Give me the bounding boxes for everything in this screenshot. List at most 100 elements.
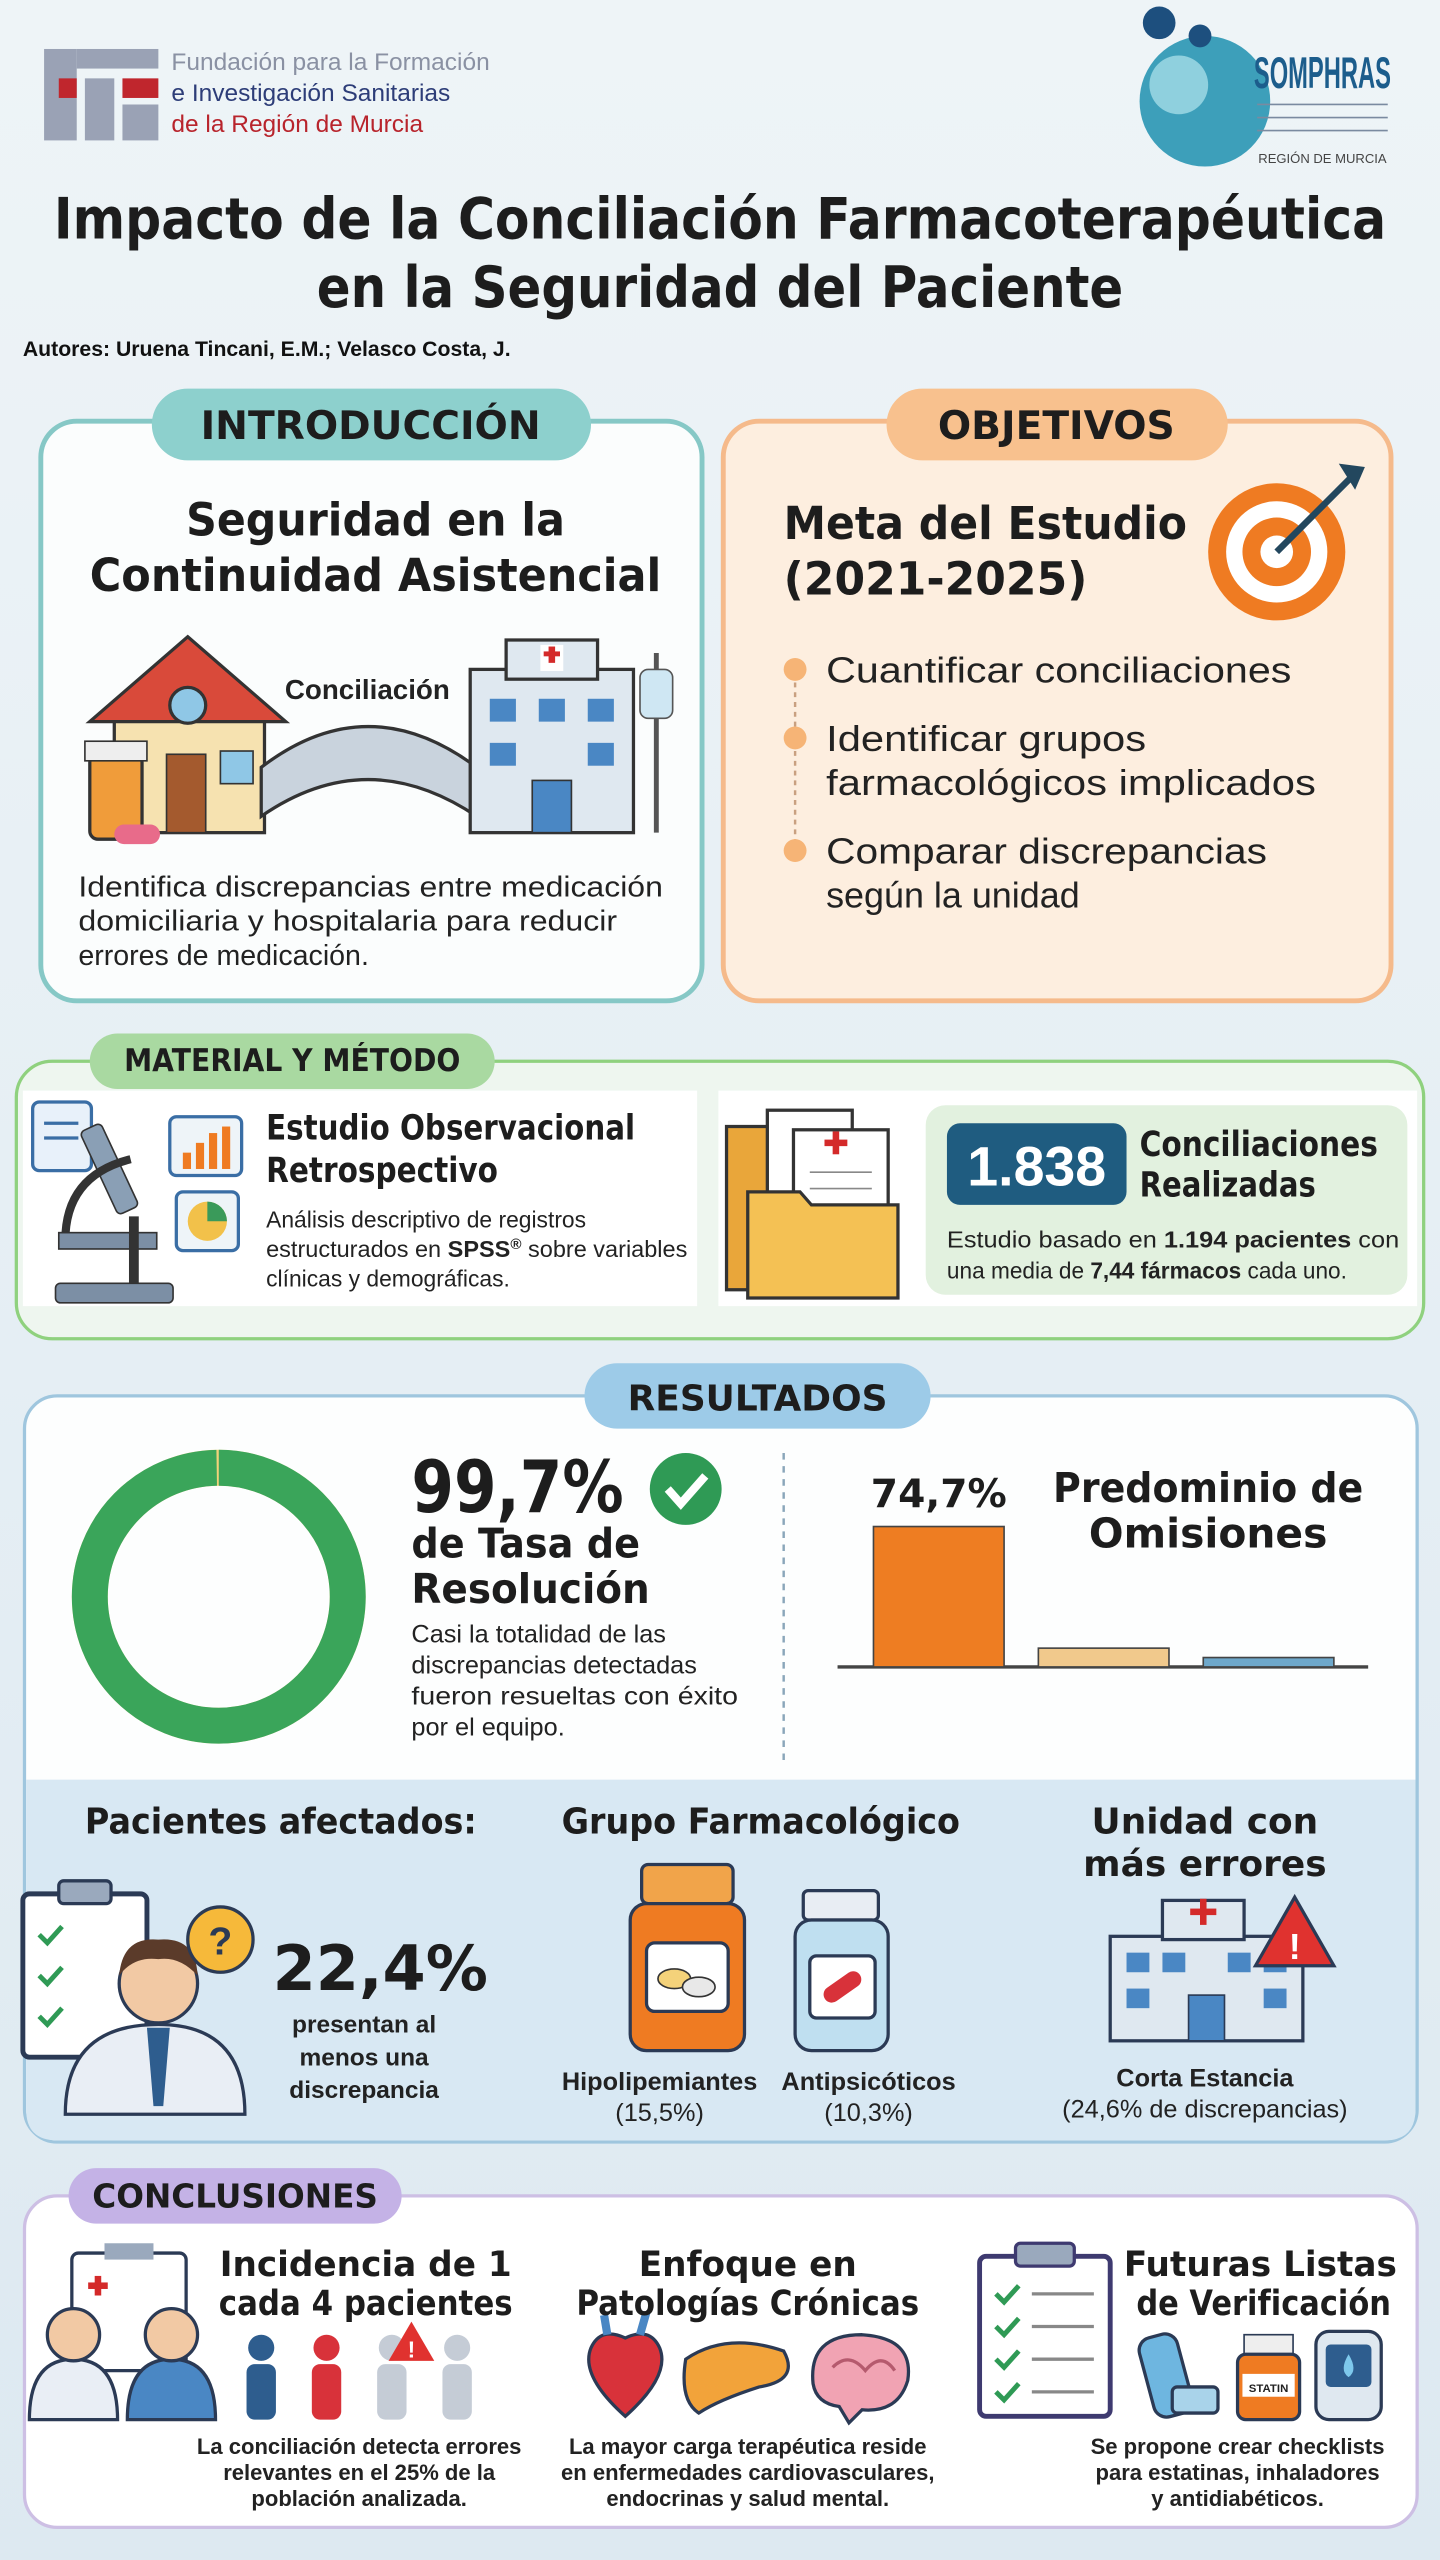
doctor-icon-part xyxy=(119,1939,198,1976)
objective-item: Identificar grupos xyxy=(826,718,1146,759)
checklist-icon: STATIN xyxy=(977,2241,1383,2422)
people-icon-part xyxy=(143,2306,200,2363)
checklist-icon-part xyxy=(1170,2385,1220,2415)
total-heading: Conciliaciones xyxy=(1140,1125,1378,1165)
society-logo: SOMPHRAS REGIÓN DE MURCIA xyxy=(1139,6,1391,167)
resolution-value: 99,7% xyxy=(411,1445,623,1529)
microscope-icon-part xyxy=(57,1231,158,1250)
card-heading: Meta del Estudio xyxy=(784,497,1187,550)
section-label: INTRODUCCIÓN xyxy=(201,402,541,449)
organs-icon xyxy=(587,2310,911,2426)
continuity-illustration: Conciliación xyxy=(84,634,674,845)
results-section: RESULTADOS 99,7% de Tasa de Resolución C… xyxy=(20,1363,1419,2144)
card-heading: (2021-2025) xyxy=(784,552,1088,605)
people-icon-part xyxy=(94,2275,102,2296)
continuity-illustration-part xyxy=(639,668,674,720)
omissions-heading: Omisiones xyxy=(1089,1510,1327,1558)
people-icon-part xyxy=(45,2306,102,2363)
people-icon-part xyxy=(444,2334,471,2361)
section-label: CONCLUSIONES xyxy=(92,2177,378,2215)
continuity-illustration-part xyxy=(219,750,254,785)
folders-icon-part xyxy=(832,1131,840,1155)
org-logo-part xyxy=(58,78,77,98)
conclusion-text: La mayor carga terapéutica reside xyxy=(569,2434,927,2459)
bottle-icons-part xyxy=(801,1888,880,1922)
total-note: una media de 7,44 fármacos cada uno. xyxy=(947,1257,1347,1283)
card-heading: Seguridad en la xyxy=(186,494,565,547)
people-icon: ! xyxy=(27,2243,472,2422)
note-part: cada uno. xyxy=(1241,1257,1347,1283)
continuity-illustration-part xyxy=(531,779,573,834)
title-line: en la Seguridad del Paciente xyxy=(317,255,1124,321)
organs-icon-part xyxy=(600,2310,651,2336)
card-text: Identifica discrepancias entre medicació… xyxy=(78,871,662,903)
omission-bar xyxy=(1202,1656,1335,1668)
section-label: RESULTADOS xyxy=(628,1379,888,1420)
target-icon-part xyxy=(1338,463,1365,490)
continuity-illustration-part xyxy=(587,742,614,766)
study-text-software: SPSS xyxy=(448,1236,511,1262)
intro-card: INTRODUCCIÓN Seguridad en la Continuidad… xyxy=(38,388,705,1004)
objectives-card-part xyxy=(886,388,1228,461)
note-part: una media de xyxy=(947,1257,1090,1283)
unit-name: Corta Estancia xyxy=(1116,2065,1294,2093)
continuity-illustration-part xyxy=(489,742,516,766)
hospital-warning-icon-part xyxy=(1126,1988,1150,2009)
people-icon-part: ! xyxy=(408,2337,416,2363)
study-text-part: sobre variables xyxy=(521,1236,687,1262)
continuity-illustration-part xyxy=(168,685,208,725)
resolution-heading: de Tasa de xyxy=(411,1520,640,1568)
note-part: con xyxy=(1351,1226,1399,1252)
objectives-card-part xyxy=(783,657,807,681)
group-name: Antipsicóticos xyxy=(781,2068,955,2096)
microscope-icon-part xyxy=(208,1133,218,1169)
card-text: errores de medicación. xyxy=(78,940,369,972)
continuity-illustration-part xyxy=(548,646,556,663)
society-name: SOMPHRAS xyxy=(1254,49,1391,98)
conclusion-text: en enfermedades cardiovasculares, xyxy=(561,2460,935,2485)
study-text: clínicas y demográficas. xyxy=(266,1266,510,1292)
folders-icon-part xyxy=(746,1190,900,1300)
people-icon-part xyxy=(442,2364,472,2420)
omission-bar xyxy=(872,1525,1005,1668)
society-region: REGIÓN DE MURCIA xyxy=(1258,151,1387,166)
conclusion-heading: Patologías Crónicas xyxy=(576,2284,919,2324)
people-icon-part xyxy=(104,2243,154,2260)
group-name: Hipolipemiantes xyxy=(562,2068,757,2096)
org-logo-line: e Investigación Sanitarias xyxy=(171,80,450,107)
objective-item: Cuantificar conciliaciones xyxy=(826,649,1291,690)
people-icon-part xyxy=(246,2364,276,2420)
microscope-icon-part xyxy=(168,1115,244,1178)
resolution-text: discrepancias detectadas xyxy=(411,1651,696,1679)
study-text-part: estructurados en xyxy=(266,1236,448,1262)
card-heading: Continuidad Asistencial xyxy=(90,549,661,602)
conclusion-text: población analizada. xyxy=(251,2486,466,2511)
bottle-icons xyxy=(628,1862,890,2053)
check-icon-part xyxy=(649,1453,722,1525)
conclusion-heading: Futuras Listas xyxy=(1124,2245,1397,2285)
people-icon-part xyxy=(313,2334,340,2361)
bar-value-label: 74,7% xyxy=(871,1472,1007,1517)
conclusion-text: endocrinas y salud mental. xyxy=(606,2486,889,2511)
doctor-icon-part: ? xyxy=(208,1920,232,1963)
note-part: Estudio basado en xyxy=(947,1226,1164,1252)
conclusion-text: y antidiabéticos. xyxy=(1151,2486,1324,2511)
continuity-illustration-part xyxy=(489,698,516,722)
checklist-icon-part xyxy=(1243,2333,1294,2356)
doctor-icon-part xyxy=(146,2027,170,2107)
total-conciliations: 1.838 xyxy=(967,1135,1106,1197)
org-logo-part xyxy=(122,104,159,141)
omissions-heading: Predominio de xyxy=(1053,1464,1363,1512)
society-logo-part xyxy=(1149,55,1209,115)
group-value: (10,3%) xyxy=(824,2099,913,2127)
doctor-icon-part xyxy=(186,1905,255,1974)
check-icon-part xyxy=(664,1473,709,1510)
resolution-heading: Resolución xyxy=(411,1565,649,1613)
org-logo: Fundación para la Formación e Investigac… xyxy=(44,48,490,141)
section-label: OBJETIVOS xyxy=(938,404,1175,449)
check-icon xyxy=(649,1453,722,1525)
hospital-warning-icon-part xyxy=(1126,1952,1150,1973)
study-text-mark: ® xyxy=(510,1237,521,1253)
